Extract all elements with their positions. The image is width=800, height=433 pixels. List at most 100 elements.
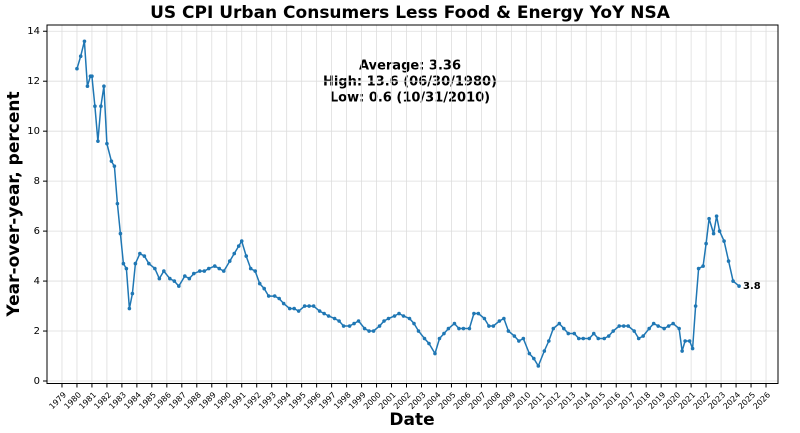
data-point [566,331,571,336]
data-point [232,251,237,256]
data-point [671,321,675,326]
data-point [109,159,114,163]
data-point [102,84,106,89]
data-point [576,336,581,341]
data-point [183,274,187,278]
data-point [617,324,622,328]
data-point [341,324,346,328]
data-point [497,319,502,323]
data-point [437,336,442,341]
data-point [377,324,382,328]
data-point [317,309,322,313]
data-point [133,261,138,266]
data-point [337,319,341,323]
data-point [99,104,103,108]
data-point [581,336,586,341]
data-point [202,269,207,273]
data-point [147,261,151,266]
data-point [362,326,367,331]
data-point [591,331,596,336]
data-point [75,66,79,71]
data-point [536,364,541,368]
data-point [162,269,166,273]
data-point [130,291,135,296]
data-point [96,139,100,143]
data-point [115,201,120,206]
data-point [311,304,316,308]
data-point [726,259,731,263]
data-point [442,331,446,336]
data-point [512,334,517,338]
data-point [621,324,626,328]
data-point [281,301,286,306]
data-point [572,331,577,336]
data-point [557,321,562,326]
data-point [532,356,536,361]
data-point [93,104,97,108]
data-point [602,336,607,341]
data-point [656,324,660,328]
data-point [217,266,222,271]
data-point [82,39,87,44]
y-tick-label: 0 [34,376,40,387]
data-point [262,286,267,291]
data-point [292,306,296,311]
data-point [244,254,249,258]
data-point [472,311,476,316]
data-point [542,349,547,353]
y-tick-label: 8 [34,176,40,187]
data-point [277,296,281,301]
x-tick-label: 2026 [751,390,772,411]
data-point [461,326,466,331]
data-point [711,231,716,236]
data-point [731,279,735,283]
data-point [737,284,741,288]
data-point [127,306,132,311]
data-point [121,261,126,266]
data-point [105,141,109,146]
data-point [626,324,631,328]
data-point [172,279,177,283]
data-point [112,164,117,168]
data-point [517,339,521,343]
data-point [527,351,532,356]
data-point [401,314,406,318]
data-point [248,266,253,271]
data-point [168,276,172,281]
data-point [722,239,726,243]
data-point [506,329,511,333]
data-point [696,266,701,271]
data-point [683,339,687,343]
data-point [392,314,397,318]
data-point [707,216,711,221]
data-point [641,334,645,338]
data-point [476,311,481,316]
data-point [221,269,226,273]
data-point [427,341,431,346]
data-point [326,314,331,318]
y-axis-label: Year-over-year, percent [4,91,24,317]
data-point [467,326,472,331]
data-point [487,324,491,328]
data-point [636,336,641,341]
data-point [266,294,271,298]
data-point [307,304,311,308]
data-point [662,326,666,331]
data-point [606,334,611,338]
data-point [701,264,705,268]
y-tick-label: 4 [34,276,40,287]
data-point [386,316,391,321]
data-point [296,309,301,313]
data-point [142,254,147,258]
data-point [632,329,636,333]
data-point [422,336,427,341]
y-tick-label: 6 [34,226,40,237]
data-point [347,324,352,328]
data-point [356,319,361,323]
data-point [197,269,202,273]
annotation: High: 13.6 (06/30/1980) [323,75,497,90]
data-point [322,311,326,316]
data-point [90,74,94,79]
data-point [521,336,526,341]
data-point [680,349,684,353]
